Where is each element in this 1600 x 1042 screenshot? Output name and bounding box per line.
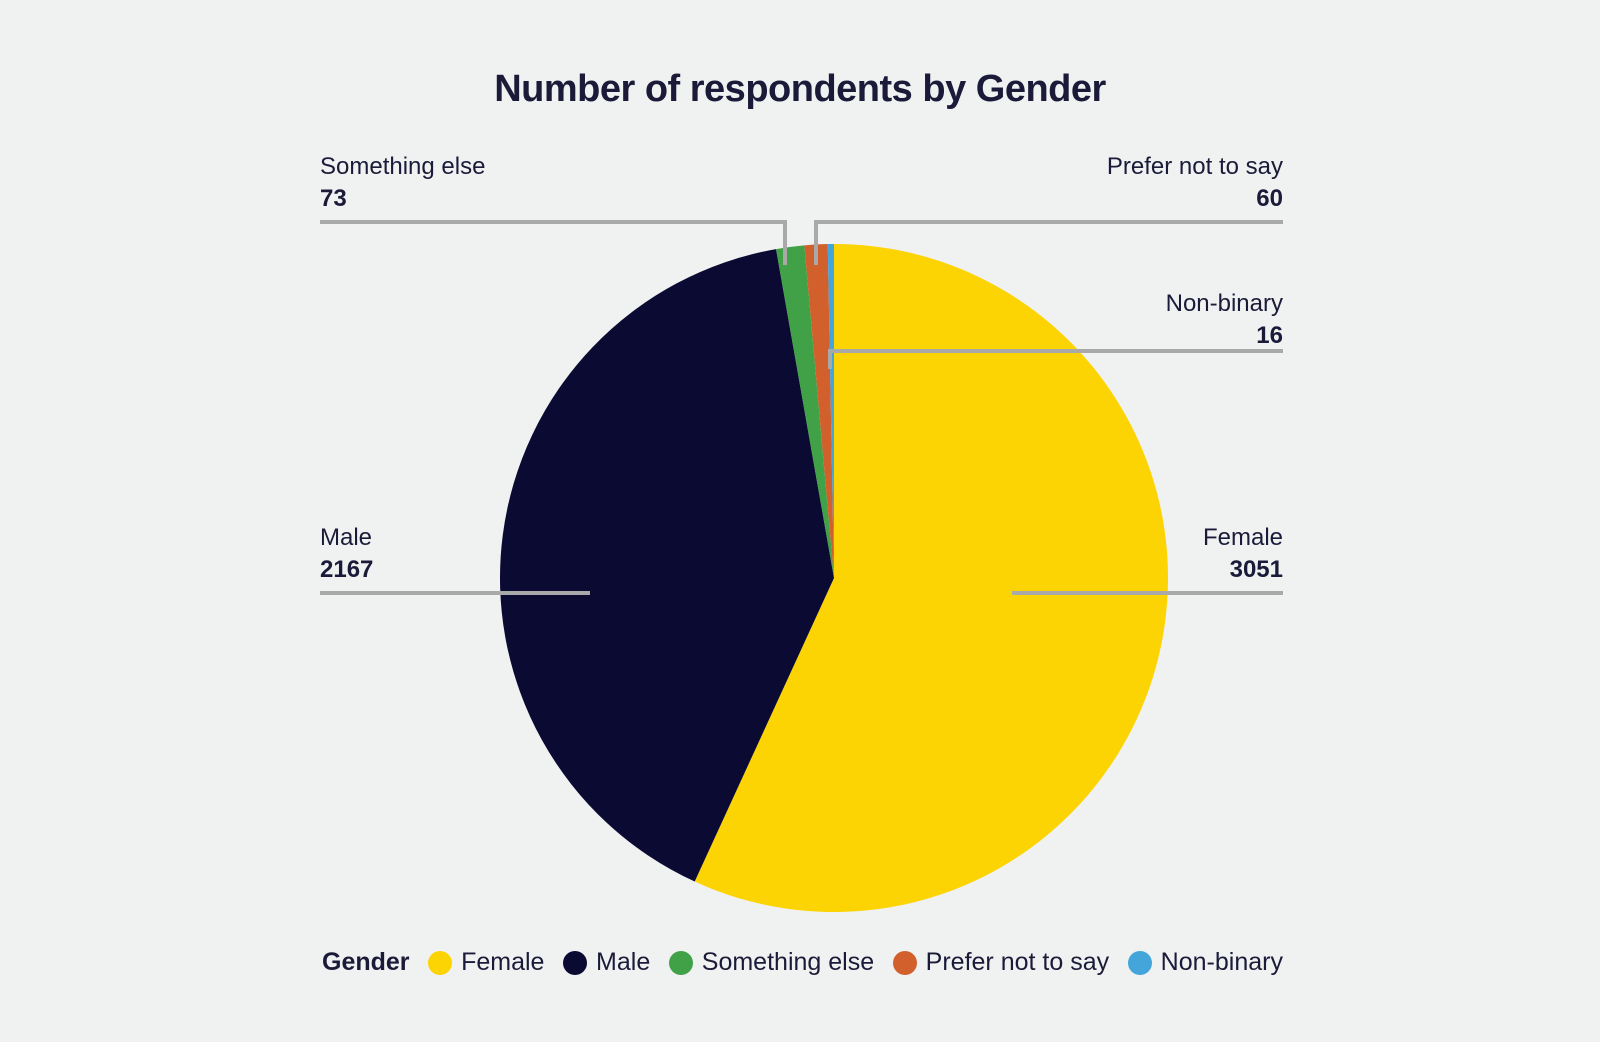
- callout-line-male-h: [320, 591, 590, 595]
- legend-item-female[interactable]: Female: [428, 948, 544, 977]
- callout-prefer-not-to-say-label: Prefer not to say: [1106, 153, 1283, 180]
- pie-slice-something-else[interactable]: [776, 245, 834, 578]
- callout-line-non-binary-h: [828, 349, 1283, 353]
- pie-slice-prefer-not-to-say[interactable]: [804, 244, 834, 578]
- chart-title: Number of respondents by Gender: [494, 68, 1106, 110]
- callout-something-else-value: 73: [320, 185, 347, 212]
- callout-non-binary-label: Non-binary: [1165, 290, 1283, 317]
- legend-item-prefer-not-to-say[interactable]: Prefer not to say: [892, 948, 1110, 977]
- legend-label-something-else: Something else: [701, 948, 875, 976]
- pie-slice-male[interactable]: [500, 249, 834, 882]
- callout-prefer-not-to-say-value: 60: [1256, 185, 1283, 212]
- pie-slice-female[interactable]: [694, 244, 1168, 912]
- pie-chart: [500, 244, 1168, 912]
- callout-line-something-else-h: [320, 220, 787, 224]
- legend-swatch-prefer-not-to-say: [892, 950, 917, 975]
- callout-non-binary-value: 16: [1256, 322, 1283, 349]
- legend-label-non-binary: Non-binary: [1160, 948, 1283, 976]
- callout-female: Female 3051: [1203, 522, 1283, 586]
- callout-non-binary: Non-binary 16: [1166, 288, 1283, 352]
- callout-male: Male 2167: [320, 522, 373, 586]
- callout-line-non-binary-v: [828, 349, 832, 369]
- callout-prefer-not-to-say: Prefer not to say 60: [1107, 151, 1283, 215]
- callout-male-label: Male: [320, 524, 373, 551]
- callout-female-label: Female: [1202, 524, 1283, 551]
- callout-male-value: 2167: [320, 556, 374, 583]
- pie-slice-non-binary[interactable]: [827, 244, 834, 578]
- callout-something-else: Something else 73: [320, 151, 485, 215]
- callout-line-something-else-v: [783, 220, 787, 265]
- callout-something-else-label: Something else: [320, 153, 486, 180]
- callout-line-prefer-not-to-say-h: [814, 220, 1283, 224]
- legend-label-female: Female: [461, 948, 545, 976]
- legend-swatch-male: [563, 950, 588, 975]
- legend: Gender Female Male Something else Prefer no…: [322, 948, 1283, 977]
- legend-label-prefer-not-to-say: Prefer not to say: [925, 948, 1110, 976]
- callout-line-prefer-not-to-say-v: [814, 220, 818, 265]
- legend-swatch-non-binary: [1127, 950, 1152, 975]
- legend-swatch-female: [428, 950, 453, 975]
- legend-item-non-binary[interactable]: Non-binary: [1127, 948, 1283, 977]
- legend-swatch-something-else: [668, 950, 693, 975]
- callout-female-value: 3051: [1229, 556, 1283, 583]
- callout-line-female-h: [1012, 591, 1283, 595]
- legend-item-male[interactable]: Male: [563, 948, 650, 977]
- legend-item-something-else[interactable]: Something else: [668, 948, 875, 977]
- legend-title: Gender: [322, 948, 410, 976]
- legend-label-male: Male: [596, 948, 651, 976]
